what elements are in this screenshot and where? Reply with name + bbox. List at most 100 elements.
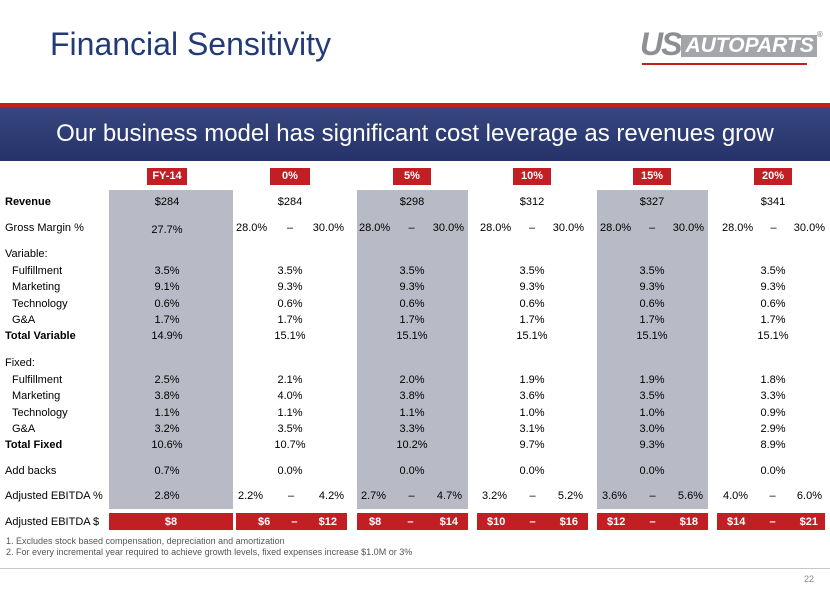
range-value: $8 xyxy=(164,515,178,528)
f-fulfillment-20pct: 1.8% xyxy=(760,374,786,386)
v-technology-15pct: 0.6% xyxy=(639,298,665,310)
range-low: $10 xyxy=(487,515,506,528)
v-marketing-5pct: 9.3% xyxy=(399,281,425,293)
v-marketing-10pct: 9.3% xyxy=(519,281,545,293)
banner-background xyxy=(0,103,830,161)
v-fulfillment-0pct: 3.5% xyxy=(277,265,303,277)
range-low: 3.6% xyxy=(602,490,628,502)
v-fulfillment-10pct: 3.5% xyxy=(519,265,545,277)
v-ga-10pct: 1.7% xyxy=(519,314,545,326)
footnote-2: 2. For every incremental year required t… xyxy=(6,547,413,557)
add-backs-5pct: 0.0% xyxy=(399,465,425,477)
range-dash: – xyxy=(291,515,298,528)
range-dash: – xyxy=(528,222,536,234)
f-ga-0pct: 3.5% xyxy=(277,423,303,435)
v-technology-10pct: 0.6% xyxy=(519,298,545,310)
f-fulfillment-0pct: 2.1% xyxy=(277,374,303,386)
label-adjusted-ebitda-dollar: Adjusted EBITDA $ xyxy=(5,516,100,528)
range-high: 30.0% xyxy=(432,222,464,234)
f-fulfillment-15pct: 1.9% xyxy=(639,374,665,386)
f-fulfillment-10pct: 1.9% xyxy=(519,374,545,386)
range-low: 4.0% xyxy=(723,490,749,502)
header-5pct: 5% xyxy=(393,168,431,185)
range-high: 30.0% xyxy=(672,222,704,234)
adj-ebitda-pct-15pct: 3.6% – 5.6% xyxy=(602,490,703,502)
total-fixed-5pct: 10.2% xyxy=(396,439,428,451)
label-total-variable: Total Variable xyxy=(5,330,76,342)
label-fixed-marketing: Marketing xyxy=(12,390,61,402)
total-variable-fy14: 14.9% xyxy=(151,330,183,342)
gross-margin-20pct: 28.0% – 30.0% xyxy=(722,222,825,234)
f-ga-20pct: 2.9% xyxy=(760,423,786,435)
v-fulfillment-5pct: 3.5% xyxy=(399,265,425,277)
range-dash: – xyxy=(770,222,777,234)
f-fulfillment-fy14: 2.5% xyxy=(154,374,180,386)
f-ga-5pct: 3.3% xyxy=(399,423,425,435)
label-variable-fulfillment: Fulfillment xyxy=(12,265,63,277)
range-dash: – xyxy=(529,490,536,502)
f-technology-20pct: 0.9% xyxy=(760,407,786,419)
header-10pct: 10% xyxy=(513,168,551,185)
v-ga-0pct: 1.7% xyxy=(277,314,303,326)
gross-margin-fy14: 27.7% xyxy=(151,224,183,236)
gross-margin-10pct: 28.0% – 30.0% xyxy=(480,222,584,234)
revenue-10pct: $312 xyxy=(519,196,545,208)
range-low: $8 xyxy=(369,515,382,528)
v-marketing-fy14: 9.1% xyxy=(154,281,180,293)
header-0pct: 0% xyxy=(270,168,310,185)
total-variable-15pct: 15.1% xyxy=(636,330,668,342)
v-technology-0pct: 0.6% xyxy=(277,298,303,310)
range-high: $12 xyxy=(318,515,337,528)
label-fixed-ga: G&A xyxy=(12,423,36,435)
f-marketing-15pct: 3.5% xyxy=(639,390,665,402)
logo-registered-mark: ® xyxy=(816,30,823,39)
f-marketing-fy14: 3.8% xyxy=(154,390,180,402)
label-variable: Variable: xyxy=(5,248,48,260)
adj-ebitda-pct-20pct: 4.0% – 6.0% xyxy=(723,490,822,502)
v-fulfillment-15pct: 3.5% xyxy=(639,265,665,277)
banner-headline: Our business model has significant cost … xyxy=(56,120,774,147)
v-marketing-20pct: 9.3% xyxy=(760,281,786,293)
total-fixed-15pct: 9.3% xyxy=(639,439,665,451)
range-high: 5.2% xyxy=(557,490,583,502)
logo-autoparts: AUTOPARTS xyxy=(681,35,817,57)
f-marketing-20pct: 3.3% xyxy=(760,390,786,402)
range-dash: – xyxy=(649,490,656,502)
v-ga-fy14: 1.7% xyxy=(154,314,180,326)
f-marketing-10pct: 3.6% xyxy=(519,390,545,402)
label-variable-ga: G&A xyxy=(12,314,36,326)
v-technology-20pct: 0.6% xyxy=(760,298,786,310)
range-dash: – xyxy=(769,490,776,502)
adj-ebitda-dollar-0pct: $6 – $12 xyxy=(236,513,347,530)
logo-us: US xyxy=(640,26,682,62)
total-variable-10pct: 15.1% xyxy=(516,330,548,342)
range-dash: – xyxy=(407,515,414,528)
v-marketing-0pct: 9.3% xyxy=(277,281,303,293)
f-ga-10pct: 3.1% xyxy=(519,423,545,435)
shaded-column-fy14 xyxy=(109,190,233,509)
range-dash: – xyxy=(529,515,536,528)
range-low: $12 xyxy=(607,515,626,528)
revenue-20pct: $341 xyxy=(760,196,786,208)
f-technology-fy14: 1.1% xyxy=(154,407,180,419)
f-ga-fy14: 3.2% xyxy=(154,423,180,435)
adj-ebitda-dollar-fy14: $8 xyxy=(109,513,233,530)
range-low: 28.0% xyxy=(480,222,512,234)
v-ga-15pct: 1.7% xyxy=(639,314,665,326)
adj-ebitda-pct-10pct: 3.2% – 5.2% xyxy=(482,490,583,502)
label-adjusted-ebitda-pct: Adjusted EBITDA % xyxy=(5,490,103,502)
label-fixed-technology: Technology xyxy=(12,407,68,419)
f-technology-15pct: 1.0% xyxy=(639,407,665,419)
add-backs-0pct: 0.0% xyxy=(277,465,303,477)
label-fixed-fulfillment: Fulfillment xyxy=(12,374,63,386)
label-gross-margin: Gross Margin % xyxy=(5,222,84,234)
label-revenue: Revenue xyxy=(5,196,51,208)
revenue-0pct: $284 xyxy=(277,196,303,208)
f-marketing-5pct: 3.8% xyxy=(399,390,425,402)
range-high: $14 xyxy=(439,515,458,528)
range-high: 5.6% xyxy=(677,490,703,502)
adj-ebitda-dollar-20pct: $14 – $21 xyxy=(717,513,825,530)
v-technology-fy14: 0.6% xyxy=(154,298,180,310)
range-dash: – xyxy=(649,515,656,528)
page-number: 22 xyxy=(804,574,815,584)
